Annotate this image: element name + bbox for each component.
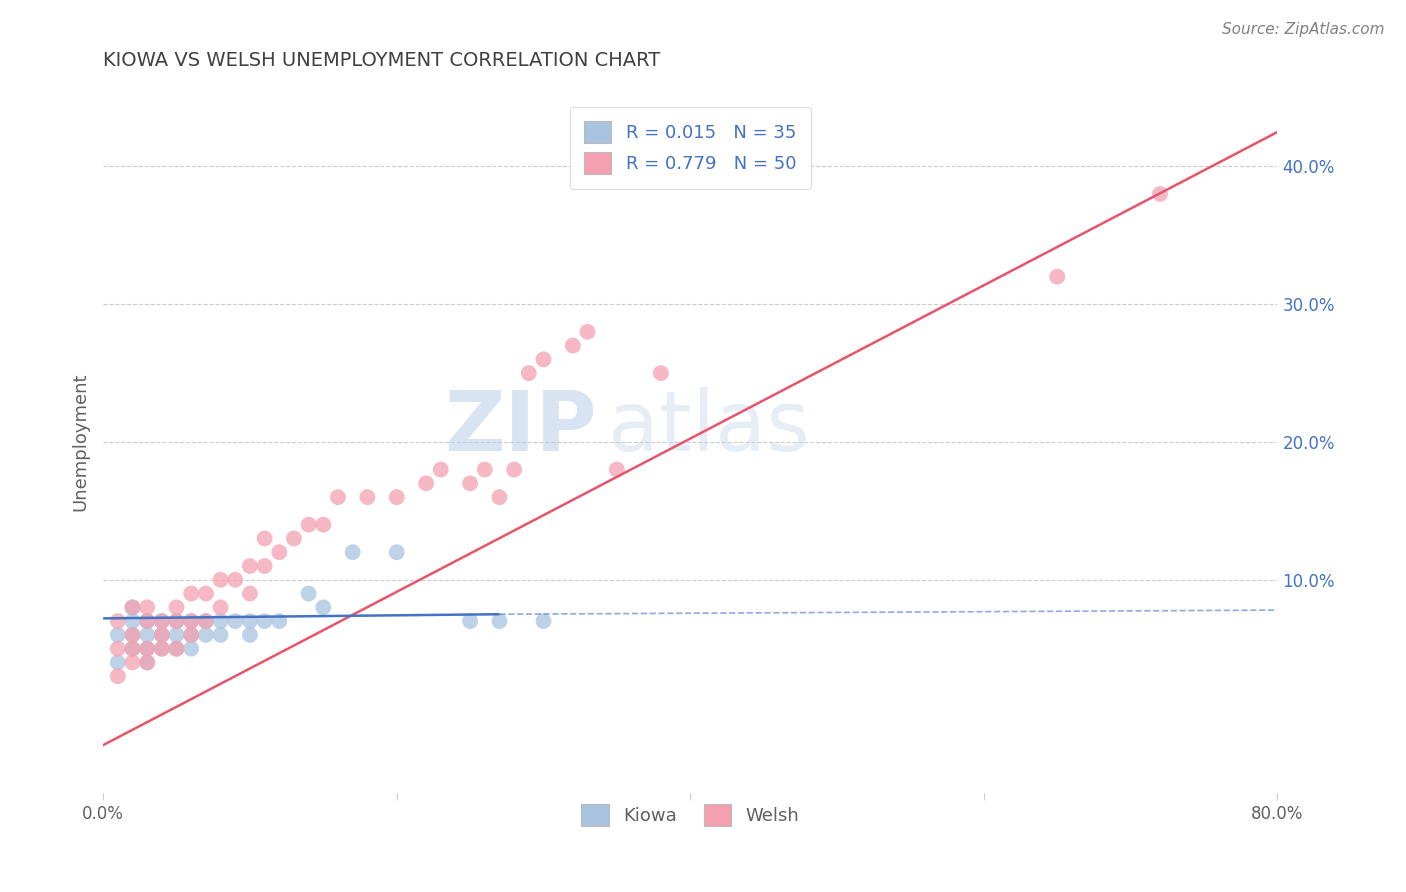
Point [180, 628, 202, 642]
Point [326, 490, 349, 504]
Text: ZIP: ZIP [444, 387, 596, 468]
Point [561, 338, 583, 352]
Point [166, 614, 188, 628]
Point [107, 628, 129, 642]
Point [342, 545, 364, 559]
Point [150, 628, 173, 642]
Point [224, 614, 246, 628]
Point [150, 614, 173, 628]
Legend: Kiowa, Welsh: Kiowa, Welsh [574, 797, 806, 833]
Point [121, 656, 143, 670]
Point [239, 628, 262, 642]
Point [253, 532, 276, 546]
Point [121, 600, 143, 615]
Point [415, 476, 437, 491]
Point [488, 490, 510, 504]
Point [533, 614, 555, 628]
Point [503, 462, 526, 476]
Point [385, 545, 408, 559]
Point [576, 325, 599, 339]
Point [517, 366, 540, 380]
Point [136, 641, 159, 656]
Text: Source: ZipAtlas.com: Source: ZipAtlas.com [1222, 22, 1385, 37]
Point [312, 517, 335, 532]
Point [166, 641, 188, 656]
Point [166, 628, 188, 642]
Point [136, 656, 159, 670]
Point [136, 628, 159, 642]
Point [239, 614, 262, 628]
Point [312, 600, 335, 615]
Point [458, 614, 481, 628]
Point [298, 586, 321, 600]
Point [429, 462, 451, 476]
Point [283, 532, 305, 546]
Y-axis label: Unemployment: Unemployment [72, 373, 89, 511]
Point [150, 641, 173, 656]
Point [269, 614, 291, 628]
Point [194, 628, 217, 642]
Point [209, 614, 232, 628]
Point [107, 641, 129, 656]
Point [385, 490, 408, 504]
Point [136, 614, 159, 628]
Point [121, 628, 143, 642]
Point [180, 586, 202, 600]
Point [121, 641, 143, 656]
Point [194, 614, 217, 628]
Point [180, 628, 202, 642]
Point [166, 614, 188, 628]
Point [107, 669, 129, 683]
Point [136, 656, 159, 670]
Point [136, 614, 159, 628]
Point [606, 462, 628, 476]
Point [298, 517, 321, 532]
Point [239, 559, 262, 574]
Point [458, 476, 481, 491]
Point [150, 628, 173, 642]
Point [121, 628, 143, 642]
Point [136, 600, 159, 615]
Point [150, 641, 173, 656]
Point [180, 641, 202, 656]
Point [474, 462, 496, 476]
Point [224, 573, 246, 587]
Point [533, 352, 555, 367]
Point [253, 614, 276, 628]
Point [1149, 187, 1171, 202]
Point [209, 600, 232, 615]
Point [166, 641, 188, 656]
Point [650, 366, 672, 380]
Point [269, 545, 291, 559]
Point [1046, 269, 1069, 284]
Text: atlas: atlas [607, 387, 810, 468]
Point [107, 656, 129, 670]
Point [180, 614, 202, 628]
Point [180, 614, 202, 628]
Point [209, 573, 232, 587]
Point [121, 641, 143, 656]
Point [209, 628, 232, 642]
Point [356, 490, 378, 504]
Point [239, 586, 262, 600]
Point [121, 600, 143, 615]
Point [150, 614, 173, 628]
Point [107, 614, 129, 628]
Point [194, 586, 217, 600]
Point [194, 614, 217, 628]
Point [488, 614, 510, 628]
Point [166, 600, 188, 615]
Text: KIOWA VS WELSH UNEMPLOYMENT CORRELATION CHART: KIOWA VS WELSH UNEMPLOYMENT CORRELATION … [103, 51, 661, 70]
Point [121, 614, 143, 628]
Point [253, 559, 276, 574]
Point [136, 641, 159, 656]
